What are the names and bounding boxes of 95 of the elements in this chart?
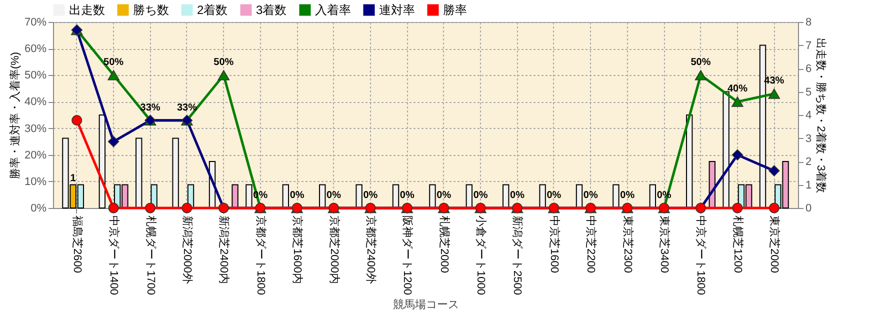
data-label: 0% bbox=[436, 190, 452, 201]
data-label: 33% bbox=[140, 102, 160, 114]
bar bbox=[356, 184, 362, 208]
x-tick-label: 京都芝2400外 bbox=[364, 216, 378, 284]
point bbox=[768, 202, 780, 214]
bar bbox=[576, 184, 583, 208]
bar bbox=[649, 184, 656, 208]
data-label: 50% bbox=[214, 57, 234, 68]
point bbox=[108, 136, 120, 148]
x-tick-label: 中京芝2200 bbox=[584, 216, 598, 273]
y2-tick-label: 8 bbox=[806, 16, 812, 28]
y2-tick-label: 3 bbox=[806, 132, 812, 145]
bar bbox=[392, 184, 400, 208]
x-tick-label: 札幌芝1200 bbox=[731, 216, 744, 273]
point bbox=[694, 70, 707, 80]
legend-label: 入着率 bbox=[315, 3, 351, 17]
x-tick-label: 阪神ダート1200 bbox=[401, 216, 414, 295]
x-tick-label: 中京芝1600 bbox=[548, 216, 561, 273]
y2-tick-label: 7 bbox=[806, 40, 812, 52]
data-label: 33% bbox=[176, 102, 198, 114]
y-tick-label: 20% bbox=[24, 149, 47, 162]
y-tick-label: 0% bbox=[30, 202, 47, 214]
x-tick-label: 新潟芝2000外 bbox=[180, 216, 194, 284]
y2-tick-label: 1 bbox=[806, 179, 812, 192]
y2-tick-label: 0 bbox=[806, 202, 812, 214]
x-tick-label: 東京芝2000 bbox=[768, 216, 782, 273]
point bbox=[768, 165, 780, 176]
bar bbox=[232, 184, 238, 208]
point bbox=[218, 70, 230, 80]
data-label: 0% bbox=[510, 190, 525, 201]
data-label: 0% bbox=[583, 190, 598, 201]
x-tick-label: 中京ダート1400 bbox=[108, 216, 121, 295]
y2-tick-label: 4 bbox=[806, 110, 812, 122]
y-tick-label: 30% bbox=[24, 122, 47, 135]
legend-label: 勝ち数 bbox=[133, 3, 169, 17]
data-label: 0% bbox=[473, 190, 488, 201]
bar bbox=[502, 184, 510, 208]
legend-label: 出走数 bbox=[69, 3, 105, 17]
point bbox=[108, 202, 119, 214]
x-tick-label: 札幌芝2000 bbox=[438, 216, 451, 273]
point bbox=[182, 202, 192, 214]
point bbox=[72, 115, 82, 126]
x-tick-label: 東京芝2300 bbox=[621, 216, 634, 273]
bar bbox=[246, 184, 252, 208]
bar bbox=[172, 138, 179, 208]
data-label: 50% bbox=[104, 57, 124, 68]
point bbox=[768, 88, 780, 99]
legend-label: 2着数 bbox=[197, 3, 228, 17]
x-tick-label: 京都ダート1800 bbox=[254, 216, 268, 295]
bar bbox=[722, 91, 730, 208]
legend-label: 3着数 bbox=[256, 3, 287, 17]
data-label: 0% bbox=[326, 190, 342, 201]
bar bbox=[136, 138, 142, 208]
data-label: 0% bbox=[620, 190, 635, 201]
legend-label: 連対率 bbox=[379, 3, 415, 17]
bar bbox=[282, 184, 290, 208]
y-tick-label: 70% bbox=[24, 16, 47, 28]
bar bbox=[686, 114, 693, 208]
data-label: 0% bbox=[363, 190, 378, 201]
bar bbox=[466, 184, 473, 208]
data-label: 1 bbox=[70, 172, 76, 184]
x-tick-label: 福島芝2600 bbox=[70, 216, 84, 273]
bar bbox=[429, 184, 436, 208]
x-tick-label: 小倉ダート1000 bbox=[474, 216, 488, 295]
y2-tick-label: 6 bbox=[806, 63, 812, 75]
data-label: 0% bbox=[546, 190, 562, 201]
point bbox=[732, 202, 743, 214]
bar bbox=[539, 184, 546, 208]
x-tick-label: 京都芝1600内 bbox=[291, 216, 304, 284]
bar bbox=[612, 184, 620, 208]
point bbox=[732, 149, 744, 160]
bar bbox=[319, 184, 326, 208]
data-label: 0% bbox=[290, 190, 304, 201]
data-label: 0% bbox=[400, 190, 414, 201]
data-label: 40% bbox=[727, 84, 748, 95]
x-tick-label: 東京芝3400 bbox=[658, 216, 672, 273]
point bbox=[108, 70, 120, 80]
x-tick-label: 京都芝2000内 bbox=[328, 216, 341, 284]
x-axis-title: 競馬場コース bbox=[393, 298, 459, 311]
x-tick-label: 札幌ダート1700 bbox=[144, 216, 158, 295]
y-tick-label: 10% bbox=[24, 176, 47, 188]
y2-axis-title: 出走数・勝ち数・2着数・3着数 bbox=[814, 38, 828, 194]
point bbox=[144, 202, 156, 214]
x-tick-label: 新潟芝2400内 bbox=[218, 216, 231, 284]
y-tick-label: 60% bbox=[24, 43, 47, 56]
y-axis-title: 勝率・連対率・入着率(%) bbox=[8, 52, 22, 180]
data-label: 50% bbox=[690, 57, 711, 68]
x-tick-label: 中京ダート1800 bbox=[694, 216, 708, 295]
y2-tick-label: 2 bbox=[806, 156, 812, 168]
point bbox=[732, 96, 744, 107]
y2-tick-label: 5 bbox=[806, 86, 812, 98]
y-tick-label: 40% bbox=[24, 96, 47, 108]
y-tick-label: 50% bbox=[24, 70, 47, 82]
legend-label: 勝率 bbox=[443, 3, 467, 17]
x-tick-label: 新潟ダート2500 bbox=[511, 216, 524, 295]
